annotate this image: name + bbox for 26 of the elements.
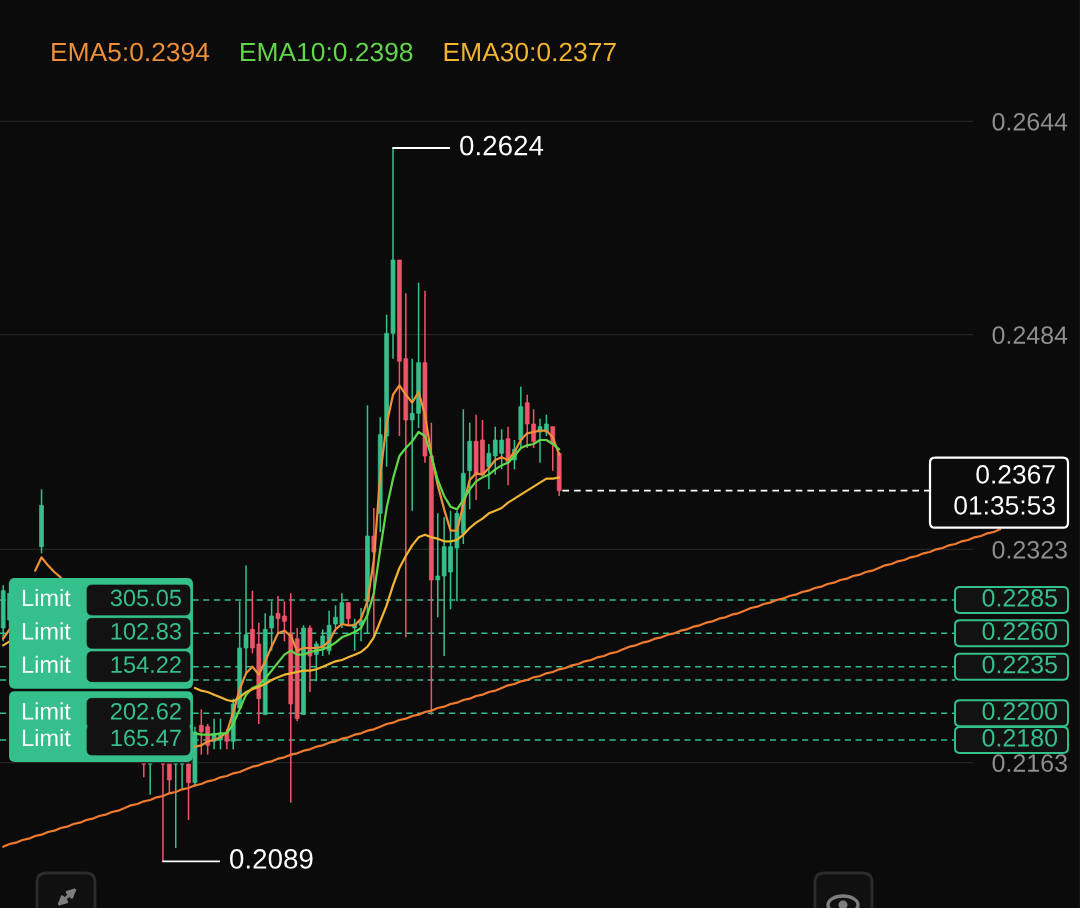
ref-line-label: 0.2285: [982, 589, 1057, 607]
text: EMA10:0.2398: [241, 42, 413, 62]
text: Limit 305.05: [22, 588, 182, 607]
text: EMA30:0.2377: [444, 42, 616, 62]
text: Limit 154.22: [22, 655, 181, 673]
ref-line-label: 0.2260: [982, 622, 1058, 641]
text: Limit 165.47: [22, 728, 181, 747]
text: Limit 202.62: [22, 702, 181, 720]
y-tick-label: 0.2323: [992, 540, 1067, 559]
text: EMA5:0.2394: [52, 42, 210, 62]
candlestick: [186, 763, 191, 821]
candlestick: [160, 763, 166, 863]
candlestick: [141, 763, 147, 779]
candlestick: [167, 763, 172, 795]
candlestick: [345, 601, 351, 627]
y-tick-label: 0.2644: [992, 112, 1068, 131]
ref-line-label: 0.2200: [982, 702, 1058, 721]
y-tick-label: 0.2484: [992, 326, 1068, 344]
ref-line-label: 0.2235: [982, 655, 1057, 674]
y-tick-label: 0.2163: [992, 754, 1067, 772]
ref-line-label: 0.2180: [982, 729, 1058, 747]
annotation: 01:35:53: [954, 496, 1055, 515]
text: Limit 102.83: [22, 622, 181, 640]
annotation: 0.2089: [230, 849, 313, 869]
ref-line-label: 0.2367: [976, 465, 1055, 484]
annotation: 0.2624: [460, 135, 544, 156]
